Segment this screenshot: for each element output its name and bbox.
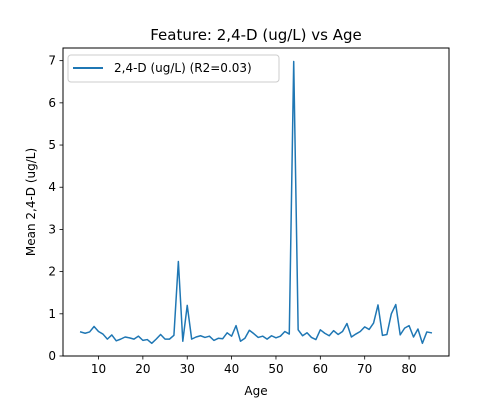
- x-tick-label: 40: [224, 362, 239, 376]
- x-tick-label: 10: [91, 362, 106, 376]
- plot-lines: [79, 60, 433, 345]
- x-tick-label: 80: [401, 362, 416, 376]
- x-axis-label: Age: [244, 384, 267, 398]
- y-tick-label: 0: [48, 349, 56, 363]
- x-tick-label: 20: [135, 362, 150, 376]
- x-tick-label: 60: [313, 362, 328, 376]
- legend-box: [67, 54, 280, 83]
- y-tick-label: 6: [48, 96, 56, 110]
- chart-legend: 2,4-D (ug/L) (R2=0.03): [67, 54, 280, 83]
- x-tick-label: 50: [268, 362, 283, 376]
- y-axis-ticks: 0 1 2 3 4 5 6 7: [48, 54, 63, 363]
- y-tick-label: 5: [48, 138, 56, 152]
- x-axis-ticks: 10 20 30 40 50 60 70 80: [91, 356, 417, 376]
- y-tick-label: 1: [48, 307, 56, 321]
- legend-label: 2,4-D (ug/L) (R2=0.03): [114, 61, 252, 75]
- y-tick-label: 4: [48, 180, 56, 194]
- chart-title: Feature: 2,4-D (ug/L) vs Age: [150, 26, 361, 44]
- y-axis-label: Mean 2,4-D (ug/L): [24, 148, 38, 256]
- x-tick-label: 70: [357, 362, 372, 376]
- series-line-0: [79, 60, 433, 345]
- x-tick-label: 30: [180, 362, 195, 376]
- y-tick-label: 7: [48, 54, 56, 68]
- y-tick-label: 3: [48, 222, 56, 236]
- y-tick-label: 2: [48, 265, 56, 279]
- plot-frame: [62, 47, 450, 357]
